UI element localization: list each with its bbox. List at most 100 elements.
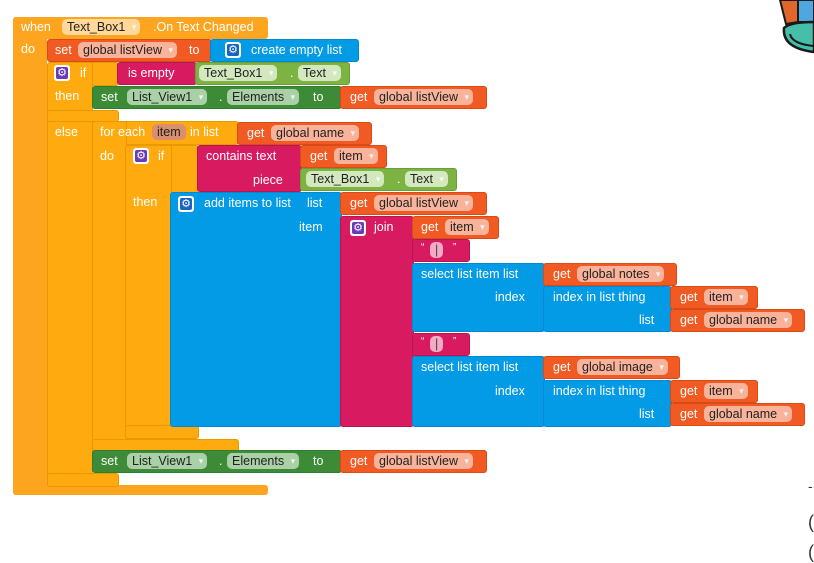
do-label: do xyxy=(21,42,35,56)
textbox-text-getter[interactable]: Text_Box1 . Text xyxy=(300,168,457,191)
get-variable-block[interactable]: get global listView xyxy=(340,192,487,215)
get-item-block[interactable]: get item xyxy=(670,380,758,403)
index-in-list-block[interactable]: index in list thing list xyxy=(543,380,672,427)
variable-dropdown[interactable]: global name xyxy=(704,312,793,328)
list-label: list xyxy=(639,407,655,421)
add-items-to-list-block[interactable]: ⚙ add items to list list item xyxy=(170,192,342,427)
get-label: get xyxy=(553,360,571,374)
get-variable-block[interactable]: get global name xyxy=(670,309,805,332)
mutator-gear-icon[interactable]: ⚙ xyxy=(54,65,70,81)
variable-dropdown[interactable]: global listView xyxy=(78,42,177,58)
text-field[interactable]: | xyxy=(430,242,444,258)
contains-text-block[interactable]: contains text piece xyxy=(197,145,302,192)
mascot-illustration xyxy=(778,0,814,54)
get-label: get xyxy=(680,313,698,327)
text-string-block[interactable]: “ | ” xyxy=(412,239,470,262)
open-quote: “ xyxy=(421,242,425,253)
create-empty-list-block[interactable]: ⚙ create empty list xyxy=(210,39,359,62)
property-dropdown[interactable]: Elements xyxy=(227,89,300,105)
get-label: get xyxy=(680,290,698,304)
get-variable-block[interactable]: get global notes xyxy=(543,263,677,286)
offscreen-text-fragment: - xyxy=(808,478,813,494)
variable-dropdown[interactable]: global image xyxy=(577,359,668,375)
create-empty-list-label: create empty list xyxy=(251,43,343,57)
mutator-gear-icon[interactable]: ⚙ xyxy=(178,196,194,212)
get-variable-block[interactable]: get global image xyxy=(543,356,680,379)
set-listview-elements-block[interactable]: set List_View1 . Elements to xyxy=(92,86,342,109)
is-empty-label: is empty xyxy=(128,66,175,80)
dot-label: . xyxy=(397,172,401,186)
close-quote: ” xyxy=(453,242,457,253)
when-label: when xyxy=(21,20,51,34)
textbox-text-getter[interactable]: Text_Box1 . Text xyxy=(195,62,350,85)
variable-dropdown[interactable]: global listView xyxy=(374,195,473,211)
if-label: if xyxy=(80,66,87,80)
offscreen-text-fragment: ( xyxy=(808,512,814,532)
variable-dropdown[interactable]: item xyxy=(704,289,748,305)
text-string-block[interactable]: “ | ” xyxy=(412,333,470,356)
index-label: index xyxy=(495,384,525,398)
join-label: join xyxy=(374,220,394,234)
select-list-item-block[interactable]: select list item list index xyxy=(412,263,545,332)
piece-label: piece xyxy=(253,173,283,187)
variable-dropdown[interactable]: global notes xyxy=(577,266,665,282)
list-label: list xyxy=(639,313,655,327)
mutator-gear-icon[interactable]: ⚙ xyxy=(225,42,241,58)
get-label: get xyxy=(350,196,368,210)
do-label: do xyxy=(100,149,114,163)
mutator-gear-icon[interactable]: ⚙ xyxy=(133,148,149,164)
variable-dropdown[interactable]: item xyxy=(334,148,378,164)
else-label: else xyxy=(55,125,78,139)
variable-dropdown[interactable]: item xyxy=(445,219,489,235)
mutator-gear-icon[interactable]: ⚙ xyxy=(350,220,366,236)
set-label: set xyxy=(101,90,118,104)
item-label: item xyxy=(299,220,323,234)
get-item-block[interactable]: get item xyxy=(300,145,387,168)
property-dropdown[interactable]: Text xyxy=(405,171,448,187)
index-in-list-block[interactable]: index in list thing list xyxy=(543,286,672,332)
join-block[interactable]: ⚙ join xyxy=(340,216,414,427)
get-item-block[interactable]: get item xyxy=(412,216,499,239)
component-dropdown[interactable]: Text_Box1 xyxy=(62,19,141,35)
component-dropdown[interactable]: Text_Box1 xyxy=(199,65,278,81)
variable-dropdown[interactable]: global listView xyxy=(374,89,473,105)
contains-text-label: contains text xyxy=(206,149,277,163)
component-dropdown[interactable]: List_View1 xyxy=(127,453,208,469)
in-list-label: in list xyxy=(190,125,219,139)
property-dropdown[interactable]: Elements xyxy=(227,453,300,469)
component-dropdown[interactable]: List_View1 xyxy=(127,89,208,105)
index-label: index xyxy=(495,290,525,304)
set-variable-block[interactable]: set global listView to xyxy=(47,39,212,62)
get-variable-block[interactable]: get global name xyxy=(237,122,372,145)
get-label: get xyxy=(680,384,698,398)
property-dropdown[interactable]: Text xyxy=(298,65,341,81)
variable-dropdown[interactable]: global name xyxy=(704,406,793,422)
variable-dropdown[interactable]: global listView xyxy=(374,453,473,469)
get-label: get xyxy=(680,407,698,421)
select-list-item-block[interactable]: select list item list index xyxy=(412,356,545,427)
variable-dropdown[interactable]: global name xyxy=(271,125,360,141)
select-list-item-label: select list item list xyxy=(421,267,519,281)
set-listview-elements-block[interactable]: set List_View1 . Elements to xyxy=(92,450,342,473)
if-label: if xyxy=(158,149,165,163)
get-variable-block[interactable]: get global listView xyxy=(340,450,487,473)
get-label: get xyxy=(553,267,571,281)
offscreen-text-fragment: ( xyxy=(808,542,814,562)
select-list-item-label: select list item list xyxy=(421,360,519,374)
for-each-label: for each xyxy=(100,125,146,139)
text-field[interactable]: | xyxy=(430,336,444,352)
variable-dropdown[interactable]: item xyxy=(704,383,748,399)
get-item-block[interactable]: get item xyxy=(670,286,758,309)
add-items-label: add items to list xyxy=(204,196,291,210)
get-variable-block[interactable]: get global name xyxy=(670,403,805,426)
loop-variable-field[interactable]: item xyxy=(152,124,186,140)
close-quote: ” xyxy=(453,336,457,347)
get-label: get xyxy=(247,126,265,140)
get-variable-block[interactable]: get global listView xyxy=(340,86,487,109)
open-quote: “ xyxy=(421,336,425,347)
dot-label: . xyxy=(219,454,223,468)
is-empty-block[interactable]: is empty xyxy=(117,62,197,85)
dot-label: . xyxy=(290,66,294,80)
event-name-label: .On Text Changed xyxy=(153,20,254,34)
component-dropdown[interactable]: Text_Box1 xyxy=(306,171,385,187)
